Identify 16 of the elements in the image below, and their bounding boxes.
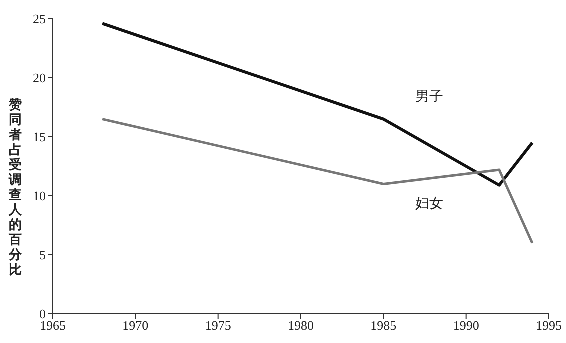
y-tick-label: 25 xyxy=(33,12,46,27)
series-label: 妇女 xyxy=(416,195,444,214)
line-series xyxy=(101,22,534,187)
x-tick-label: 1990 xyxy=(453,318,480,334)
line-series xyxy=(101,118,534,244)
x-tick-label: 1995 xyxy=(536,318,562,334)
x-tick-label: 1980 xyxy=(288,318,314,334)
y-tick-label: 20 xyxy=(33,70,46,86)
y-tick-label: 15 xyxy=(33,130,46,145)
y-tick-label: 5 xyxy=(40,248,46,263)
text: 男子 xyxy=(416,88,444,106)
y-tick-label: 10 xyxy=(33,188,46,204)
x-tick-label: 1985 xyxy=(370,318,397,334)
text: 赞同者占受调查人的百分比 xyxy=(9,98,22,278)
x-tick-label: 1975 xyxy=(205,318,232,334)
x-tick-label: 1970 xyxy=(122,318,149,334)
